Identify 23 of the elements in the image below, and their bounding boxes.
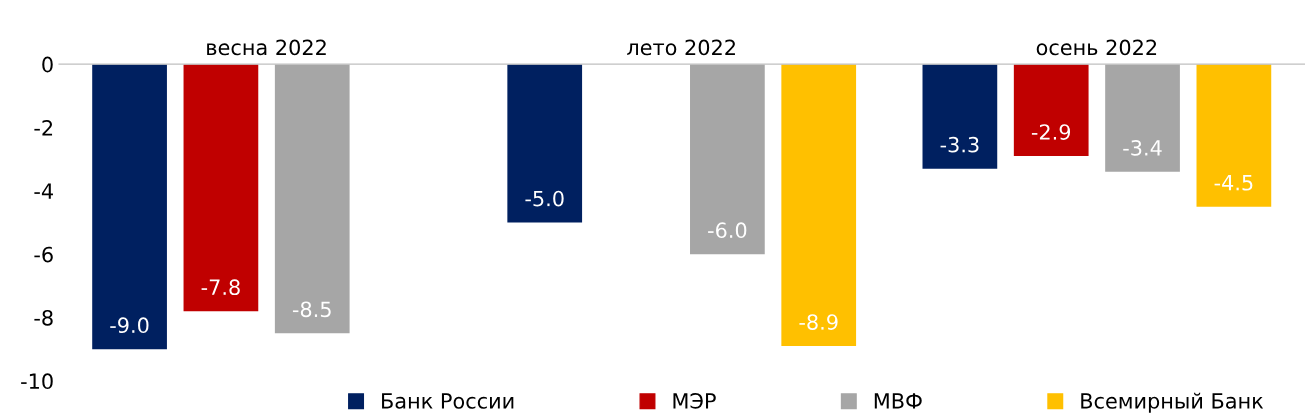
y-tick-label: -6 — [34, 246, 53, 263]
x-tick-label: лето 2022 — [627, 39, 735, 56]
data-label: -8.9 — [799, 314, 838, 330]
y-tick-label: -2 — [34, 119, 53, 136]
data-label: -6.0 — [708, 222, 747, 239]
y-tick-label: -4 — [34, 183, 53, 199]
y-tick-label: 0 — [42, 56, 53, 73]
data-label: -8.5 — [292, 301, 331, 318]
data-label: -7.8 — [201, 279, 240, 296]
data-label: -3.3 — [940, 136, 979, 153]
data-label: -2.9 — [1031, 124, 1071, 140]
data-label: -4.5 — [1214, 175, 1253, 191]
data-label: -3.4 — [1123, 139, 1162, 156]
legend-label: Всемирный Банк — [1081, 392, 1264, 413]
y-tick-label: -8 — [34, 309, 53, 326]
data-label: -5.0 — [525, 190, 564, 207]
x-tick-label: весна 2022 — [207, 39, 326, 56]
legend-label: МЭР — [673, 393, 716, 409]
legend-label: МВФ — [874, 393, 922, 409]
data-label: -9.0 — [110, 317, 149, 334]
x-tick-label: осень 2022 — [1036, 39, 1157, 56]
y-tick-label: -10 — [21, 373, 53, 390]
legend-label: Банк России — [382, 393, 514, 409]
